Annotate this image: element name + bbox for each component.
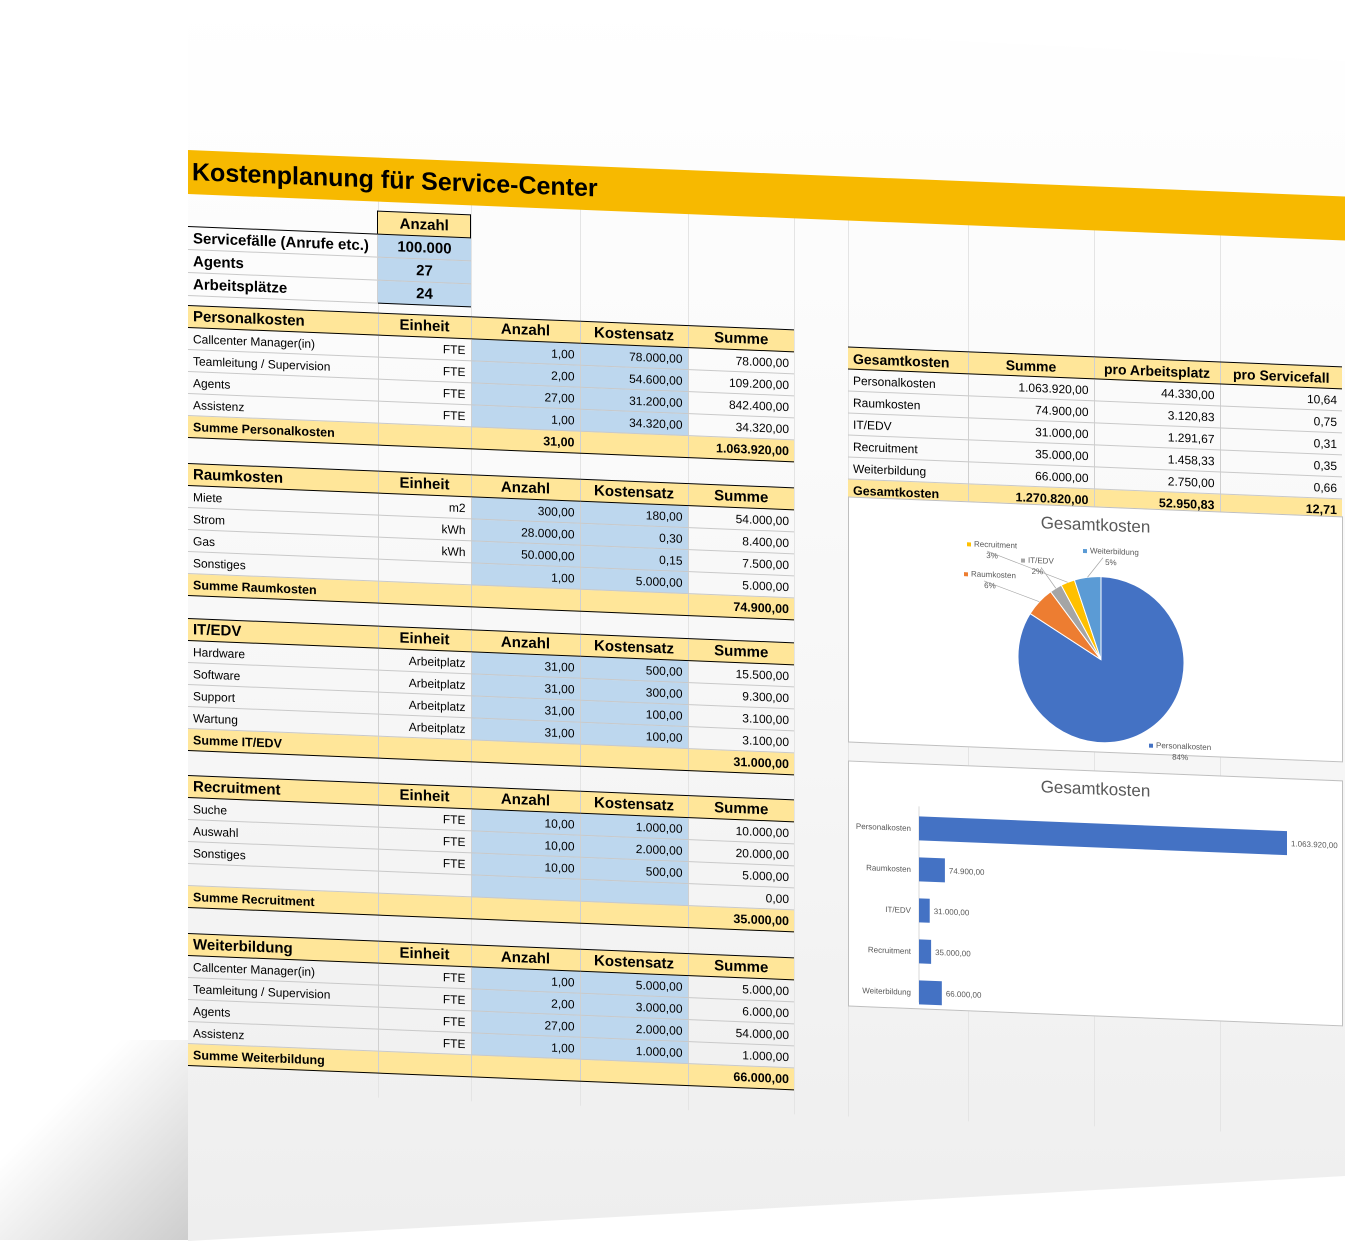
bar-chart-plot: Personalkosten 1.063.920,00 Raumkosten 74.9… [856, 806, 1338, 1006]
section-total-sum: 66.000,00 [688, 1063, 794, 1090]
pie-label-name: Recruitment [974, 539, 1018, 551]
section-total-sum: 35.000,00 [688, 905, 794, 932]
pie-label-name: Personalkosten [1156, 740, 1212, 753]
pie-label-percent: 5% [1105, 557, 1117, 568]
pie-label: Raumkosten 6% [964, 568, 1016, 592]
bar-chart[interactable]: Gesamtkosten Personalkosten 1.063.920,00 R… [848, 760, 1343, 1027]
section-table-personalkosten: Personalkosten Einheit Anzahl Kostensatz Sum… [188, 305, 794, 462]
bar-weiterbildung[interactable] [919, 980, 942, 1006]
section-total-sum: 1.063.920,00 [688, 435, 794, 462]
page-shadow [0, 1040, 200, 1240]
section-total-sum: 74.900,00 [688, 593, 794, 620]
pie-label-name: Raumkosten [971, 569, 1016, 581]
section-total-blank [580, 431, 688, 458]
pie-leader-line [1087, 557, 1104, 578]
pie-chart-plot [983, 550, 1185, 744]
pie-label-name: Weiterbildung [1090, 546, 1139, 558]
section-total-blank [378, 423, 471, 449]
input-table: Anzahl Servicefälle (Anrufe etc.) 100.00… [188, 203, 471, 307]
section-total-blank [580, 1059, 688, 1086]
pie-leader-line [986, 550, 1068, 583]
pie-leader-line [983, 580, 1040, 602]
section-total-blank [378, 1051, 471, 1077]
section-total-qty: 31,00 [471, 426, 580, 454]
grid-line [794, 174, 795, 1115]
input-value[interactable]: 24 [377, 280, 471, 307]
pie-label-swatch [967, 542, 971, 547]
section-total-blank [580, 901, 688, 928]
section-table-recruitment: Recruitment Einheit Anzahl Kostensatz Summe S… [188, 775, 794, 932]
bar-recruitment[interactable] [919, 939, 932, 964]
page-title: Kostenplanung für Service-Center [192, 158, 598, 203]
section-total-sum: 31.000,00 [688, 748, 794, 775]
bar-value-label: 35.000,00 [935, 948, 971, 958]
section-table-raumkosten: Raumkosten Einheit Anzahl Kostensatz Summe Mi… [188, 463, 794, 620]
pie-leader-line [1040, 567, 1057, 589]
section-total-blank [378, 893, 471, 919]
bar-value-label: 74.900,00 [949, 867, 985, 877]
bar-category-label: Recruitment [868, 945, 912, 956]
pie-chart[interactable]: Gesamtkosten Personalkosten 84% Raumkosten… [848, 496, 1343, 764]
pie-label-swatch [964, 572, 968, 577]
pie-label-name: IT/EDV [1028, 555, 1054, 566]
section-total-blank [378, 581, 471, 607]
section-total-blank [378, 736, 471, 762]
section-table-it-edv: IT/EDV Einheit Anzahl Kostensatz Summe Hardwa… [188, 618, 794, 775]
section-total-qty [471, 1054, 580, 1082]
bar-value-label: 31.000,00 [934, 907, 970, 917]
pie-label-percent: 6% [984, 580, 996, 591]
section-table-weiterbildung: Weiterbildung Einheit Anzahl Kostensatz Summ… [188, 933, 794, 1090]
section-total-blank [580, 589, 688, 616]
bar-value-label: 66.000,00 [946, 989, 982, 999]
pie-label: Personalkosten 84% [1149, 740, 1211, 764]
section-total-qty [471, 896, 580, 924]
bar-category-label: Weiterbildung [862, 986, 911, 997]
spreadsheet-page: Kostenplanung für Service-Center Anzahl … [188, 0, 1345, 1241]
section-total-blank [580, 744, 688, 771]
bar-category-label: IT/EDV [885, 905, 911, 915]
pie-label-swatch [1021, 558, 1025, 563]
bar-value-label: 1.063.920,00 [1291, 839, 1338, 850]
pie-label-swatch [1149, 743, 1153, 748]
pie-label-percent: 2% [1031, 566, 1044, 577]
summary-table: Gesamtkosten Summe pro Arbeitsplatz pro … [848, 347, 1342, 522]
bar-category-label: Personalkosten [856, 822, 911, 833]
pie-label: IT/EDV 2% [1021, 554, 1054, 577]
pie-label-percent: 84% [1172, 752, 1189, 763]
cost-sections: Personalkosten Einheit Anzahl Kostensatz Sum… [188, 0, 1345, 1090]
bar-personalkosten[interactable] [919, 816, 1287, 856]
bar-category-label: Raumkosten [866, 863, 911, 874]
bar-raumkosten[interactable] [919, 857, 945, 883]
pie-label: Recruitment 3% [967, 538, 1017, 562]
pie-label: Weiterbildung 5% [1083, 545, 1139, 569]
section-total-qty [471, 739, 580, 767]
section-total-qty [471, 584, 580, 612]
pie-label-percent: 3% [986, 551, 998, 561]
pie-label-swatch [1083, 548, 1087, 554]
bar-it-edv[interactable] [919, 898, 930, 923]
